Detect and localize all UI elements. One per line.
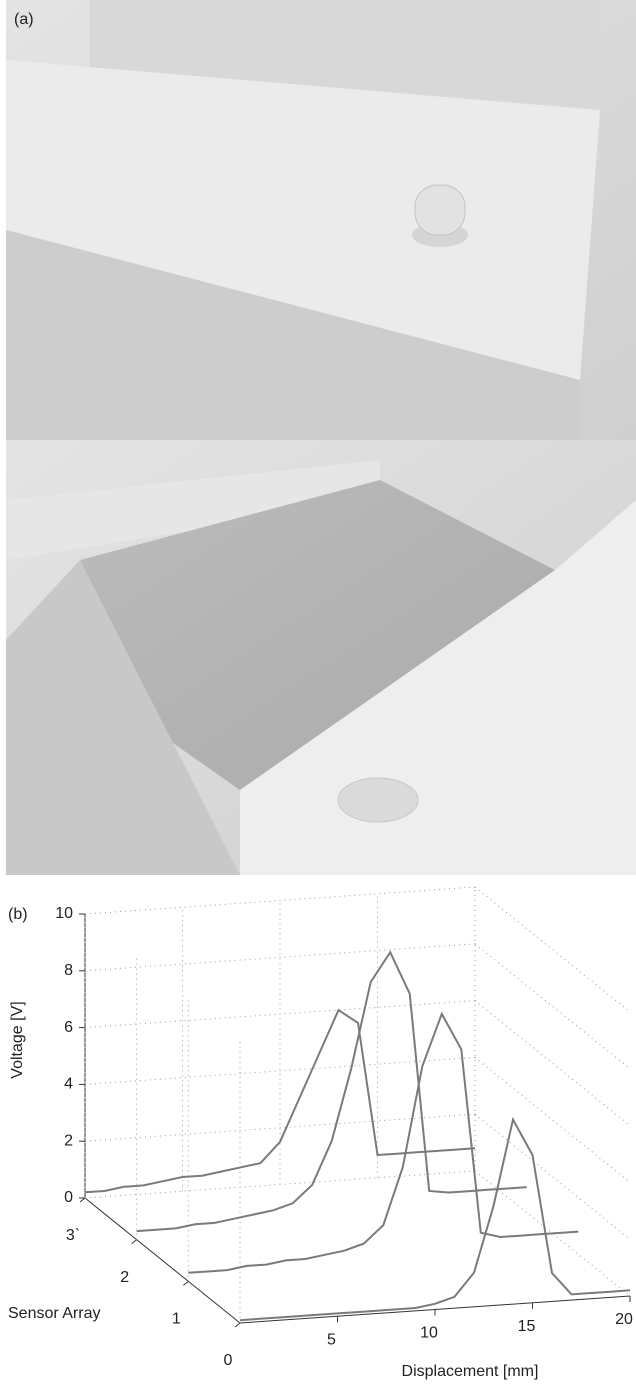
x-axis-label: Displacement [mm]	[402, 1363, 539, 1380]
figure: (a) (b) Displacement [mm] Sensor Array V…	[0, 0, 636, 1387]
grid-line	[475, 1114, 630, 1239]
tick-mark	[235, 1323, 240, 1327]
tick-mark	[80, 1198, 85, 1202]
y-tick-label: 1	[172, 1311, 181, 1328]
x-tick-label: 15	[518, 1318, 536, 1335]
photo-bottom	[6, 440, 636, 875]
y-tick-label: 2	[120, 1269, 129, 1286]
z-tick-label: 4	[64, 1076, 73, 1093]
panel-label: (b)	[8, 906, 28, 923]
grid-line	[475, 1057, 630, 1182]
z-tick-label: 0	[64, 1189, 73, 1206]
data-line	[240, 1120, 630, 1321]
tick-mark	[132, 1240, 137, 1244]
x-tick-label: 5	[327, 1331, 336, 1348]
x-tick-label: 20	[615, 1311, 633, 1328]
z-tick-label: 8	[64, 962, 73, 979]
z-tick-label: 6	[64, 1019, 73, 1036]
grid-line	[85, 944, 475, 971]
grid-line	[85, 1114, 475, 1141]
grid-line	[475, 887, 630, 1012]
panel-label: (a)	[14, 11, 34, 28]
grid-line	[475, 944, 630, 1069]
x-tick-label: 10	[420, 1325, 438, 1342]
grid-line	[475, 1001, 630, 1126]
page: (a) (b) Displacement [mm] Sensor Array V…	[0, 0, 636, 1392]
y-tick-label: 0	[224, 1352, 233, 1369]
z-tick-label: 10	[55, 905, 73, 922]
tick-mark	[183, 1281, 188, 1285]
axis-line	[85, 1198, 240, 1323]
photo-top	[6, 0, 636, 440]
y-axis-label: Sensor Array	[8, 1305, 100, 1322]
z-tick-label: 2	[64, 1132, 73, 1149]
y-tick-label: 3`	[66, 1227, 80, 1244]
z-axis-label: Voltage [V]	[9, 1001, 26, 1078]
data-line	[137, 952, 527, 1231]
plot: 0 2 4 6 8 10 5 10 15 20 0 1 2 3`	[55, 887, 633, 1369]
data-line	[188, 1014, 578, 1273]
